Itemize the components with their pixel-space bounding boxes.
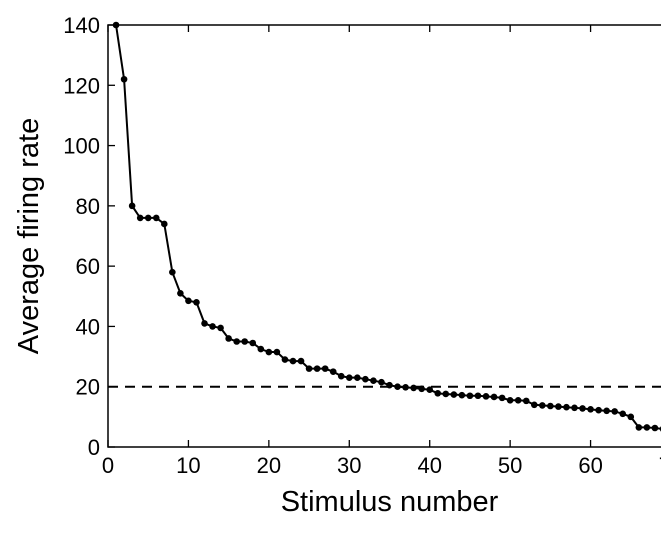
data-point <box>273 348 281 356</box>
data-point <box>185 297 192 305</box>
series-layer <box>112 21 661 432</box>
data-point <box>120 75 128 83</box>
data-point <box>386 381 393 389</box>
x-tick-label: 40 <box>417 453 441 478</box>
data-point <box>152 214 160 222</box>
y-tick-label: 100 <box>63 134 100 159</box>
data-point <box>434 390 442 397</box>
plot-frame <box>107 24 661 448</box>
data-point <box>426 386 434 394</box>
data-point <box>289 357 297 365</box>
data-point <box>506 396 514 404</box>
ticks-layer: 0 10 20 30 40 50 60 70 0 20 40 60 80 100 120 140 <box>63 13 661 478</box>
x-axis-label: Stimulus number <box>281 486 499 518</box>
data-point <box>345 374 353 381</box>
data-point <box>378 378 385 386</box>
data-point <box>257 345 265 353</box>
data-point <box>337 372 345 380</box>
data-point <box>442 390 450 398</box>
x-tick-label: 20 <box>257 453 281 478</box>
data-point <box>635 424 643 431</box>
y-tick-label: 20 <box>76 375 100 400</box>
x-tick-label: 30 <box>337 453 361 478</box>
series-line <box>115 24 661 430</box>
data-point <box>474 392 482 400</box>
data-point <box>643 424 651 431</box>
y-tick-label: 60 <box>76 254 100 279</box>
data-point <box>161 220 168 228</box>
data-point <box>402 384 409 391</box>
data-point <box>498 394 506 402</box>
data-point <box>209 323 216 330</box>
data-point <box>490 393 498 401</box>
data-point <box>555 403 562 410</box>
data-point <box>547 402 554 410</box>
data-point <box>522 397 530 405</box>
y-tick-label: 140 <box>63 13 100 38</box>
data-point <box>530 401 538 409</box>
data-point <box>482 393 490 400</box>
data-point <box>362 375 369 383</box>
data-point <box>225 335 232 342</box>
data-point <box>450 391 458 398</box>
x-tick-label: 70 <box>659 453 661 478</box>
data-point <box>627 413 635 421</box>
data-point <box>329 368 337 375</box>
data-point <box>458 391 466 399</box>
data-point <box>571 404 578 412</box>
data-point <box>410 384 417 392</box>
data-point <box>370 377 377 384</box>
data-point <box>466 392 474 400</box>
data-point <box>563 403 570 411</box>
data-point <box>321 365 329 372</box>
data-point <box>305 365 313 372</box>
data-point <box>233 338 240 345</box>
x-tick-label: 60 <box>578 453 602 478</box>
y-tick-label: 120 <box>63 73 100 98</box>
data-point <box>265 348 273 356</box>
data-point <box>193 299 200 306</box>
y-axis-label: Average firing rate <box>13 118 45 354</box>
data-point <box>169 268 176 276</box>
data-point <box>249 339 257 347</box>
data-point <box>128 202 136 210</box>
y-tick-label: 0 <box>88 435 100 460</box>
data-point <box>418 385 425 393</box>
data-point <box>281 356 289 363</box>
x-tick-label: 10 <box>176 453 200 478</box>
data-point <box>313 365 321 372</box>
data-point <box>651 424 659 432</box>
data-point <box>611 408 618 415</box>
data-point <box>144 214 152 222</box>
data-point <box>354 374 361 381</box>
data-point <box>297 357 305 365</box>
data-point <box>217 324 224 332</box>
data-point <box>579 405 586 412</box>
data-point <box>394 383 401 391</box>
data-point <box>136 214 144 222</box>
data-point <box>603 407 610 415</box>
data-point <box>514 396 522 404</box>
x-tick-label: 0 <box>102 453 114 478</box>
data-point <box>619 410 627 418</box>
data-point <box>241 338 249 345</box>
data-point <box>201 320 208 327</box>
data-point <box>177 289 184 297</box>
data-point <box>595 406 602 414</box>
data-point <box>587 406 594 413</box>
data-point <box>539 402 546 409</box>
y-tick-label: 80 <box>76 194 100 219</box>
y-tick-label: 40 <box>76 314 100 339</box>
x-tick-label: 50 <box>498 453 522 478</box>
